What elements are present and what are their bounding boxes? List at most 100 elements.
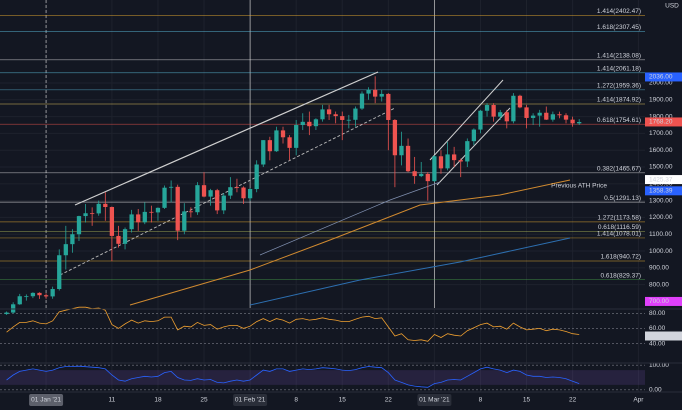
trendline <box>429 79 504 161</box>
moving-average <box>249 237 571 306</box>
candle-body <box>353 108 358 120</box>
x-tick-label: 15 <box>523 397 531 404</box>
x-tick-box <box>29 394 64 406</box>
level-label: 1.272(1959.36) <box>597 83 641 90</box>
level-label: 0.618(829.37) <box>601 272 641 279</box>
candle-body <box>129 214 134 230</box>
y-tick-label: 1300.00 <box>649 197 673 204</box>
candle-body <box>70 234 75 245</box>
candle-body <box>379 93 384 97</box>
candle-body <box>326 109 332 115</box>
level-label: 0.618(1116.59) <box>598 224 641 231</box>
candle-body <box>491 105 496 117</box>
candle-body <box>392 119 398 156</box>
y-tick-label: 900.00 <box>649 265 669 272</box>
x-tick-box <box>417 394 452 406</box>
candle-body <box>83 213 88 217</box>
candle-body <box>280 130 286 138</box>
y-tick-label: 800.00 <box>649 281 669 288</box>
levels: 1.414(2402.47) 1.618(2307.45) 1.414(2138.0… <box>0 8 645 281</box>
candle-body <box>307 121 312 127</box>
price-tag <box>645 72 682 82</box>
candle-body <box>557 114 562 116</box>
candle-body <box>267 140 272 152</box>
price-tag-label: 1425.37 <box>649 176 673 183</box>
candle-body <box>504 112 509 122</box>
stoch-line <box>6 365 580 388</box>
x-tick-label: 22 <box>385 397 393 404</box>
candle-body <box>208 190 213 197</box>
y-tick-label: 1900.00 <box>649 97 673 104</box>
candle-body <box>432 156 437 182</box>
price-tag <box>645 186 682 196</box>
price-axis <box>645 0 682 410</box>
candle-body <box>76 216 82 235</box>
candle-body <box>37 292 42 296</box>
candle-body <box>340 116 345 120</box>
candle-body <box>96 203 101 214</box>
x-tick-label: 18 <box>154 397 162 404</box>
candle-body <box>11 304 16 313</box>
drawings <box>59 71 571 306</box>
y-tick-label: 1800.00 <box>649 113 673 120</box>
candle-body <box>116 235 121 244</box>
level-label: 0.618(1754.61) <box>597 117 641 124</box>
level-label: 1.414(1078.01) <box>597 231 641 238</box>
trendline <box>59 107 396 276</box>
candle-body <box>162 187 167 208</box>
candle-body <box>63 244 68 256</box>
candle-body <box>168 186 174 188</box>
x-tick-box <box>233 394 268 406</box>
candle-body <box>445 154 450 169</box>
indicator-tick-label: 80.00 <box>649 310 666 317</box>
candle-body <box>155 207 161 213</box>
indicator-tick-label: 0.00 <box>649 386 662 393</box>
candle-body <box>4 312 9 315</box>
candle-body <box>386 93 391 120</box>
annotation: Previous ATH Price <box>551 182 607 189</box>
candle-body <box>313 119 319 127</box>
level-label: 0.382(1465.67) <box>597 166 641 173</box>
x-tick-label: 8 <box>294 397 298 404</box>
candle-body <box>182 211 187 231</box>
x-tick-label: 15 <box>339 397 347 404</box>
level-label: 1.414(2402.47) <box>597 8 641 15</box>
candle-body <box>215 190 220 211</box>
candle-body <box>221 195 226 211</box>
candle-body <box>333 114 338 117</box>
candle-body <box>24 296 29 298</box>
x-tick-label: Apr <box>633 397 644 404</box>
candle-body <box>234 187 240 188</box>
indicator-tag <box>645 331 682 341</box>
candle-body <box>537 112 542 116</box>
level-label: 0.5(1291.13) <box>604 195 641 202</box>
candle-body <box>136 214 141 223</box>
trendline <box>74 71 379 206</box>
x-tick-label: 25 <box>200 397 208 404</box>
candle-body <box>366 89 371 94</box>
candle-body <box>142 211 147 223</box>
x-tick-label: 11 <box>109 397 116 404</box>
candle-body <box>261 140 266 165</box>
candle-body <box>247 189 253 199</box>
candle-body <box>57 255 62 290</box>
currency: USD <box>665 3 679 10</box>
price-tag-label: 1768.20 <box>649 119 673 126</box>
y-tick-label: 2000.00 <box>649 80 673 87</box>
indicator-tick-label: 40.00 <box>649 340 666 347</box>
candle-body <box>484 105 490 111</box>
candle-body <box>50 289 55 297</box>
candle-body <box>43 295 49 297</box>
y-tick-label: 1200.00 <box>649 214 673 221</box>
y-tick-label: 1700.00 <box>649 130 673 137</box>
candle-body <box>563 115 569 120</box>
indicator-tick-label: 100.00 <box>649 362 669 369</box>
indicator-tick-label: 60.00 <box>649 325 666 332</box>
candle-body <box>550 114 555 120</box>
candle-body <box>399 145 404 156</box>
moving-average <box>129 179 571 306</box>
trendline <box>259 181 441 256</box>
candle-body <box>517 95 523 108</box>
price-tag <box>645 117 682 127</box>
